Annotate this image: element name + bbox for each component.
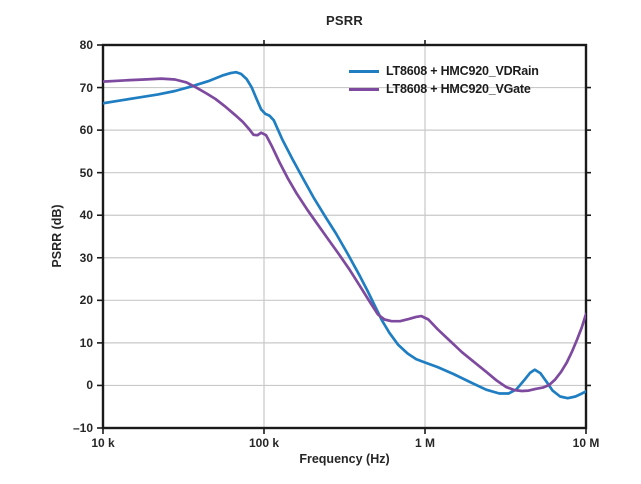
legend-label-vdrain: LT8608 + HMC920_VDRain (386, 64, 539, 78)
tick-marks (97, 40, 591, 434)
y-tick-label: 40 (79, 208, 93, 223)
y-tick-label: 10 (79, 335, 93, 350)
y-tick-label: 30 (79, 250, 93, 265)
legend-label-vgate: LT8608 + HMC920_VGate (386, 82, 531, 96)
legend-item-vdrain: LT8608 + HMC920_VDRain (349, 62, 539, 80)
x-tick-label: 10 k (91, 436, 115, 450)
y-tick-label: 0 (86, 378, 93, 393)
legend-swatch-vgate (349, 87, 379, 91)
x-tick-label: 100 k (248, 436, 280, 450)
y-tick-label: 70 (79, 80, 93, 95)
legend-item-vgate: LT8608 + HMC920_VGate (349, 80, 539, 98)
x-axis-label: Frequency (Hz) (299, 452, 390, 466)
legend: LT8608 + HMC920_VDRain LT8608 + HMC920_V… (349, 62, 539, 98)
y-tick-label: 80 (79, 38, 93, 52)
plot-frame (101, 43, 588, 430)
y-tick-label: 20 (79, 293, 93, 308)
series-line-vdrain (103, 70, 586, 400)
x-tick-label: 10 M (572, 436, 600, 450)
chart-title: PSRR (326, 13, 363, 28)
y-tick-label: 60 (79, 123, 93, 138)
x-tick-label: 1 M (414, 436, 435, 450)
legend-swatch-vdrain (349, 69, 379, 73)
y-tick-label: –10 (72, 421, 93, 435)
series-curves (103, 70, 586, 400)
series-line-vgate (103, 77, 586, 393)
gridlines (103, 45, 586, 428)
y-tick-label: 50 (79, 165, 93, 180)
